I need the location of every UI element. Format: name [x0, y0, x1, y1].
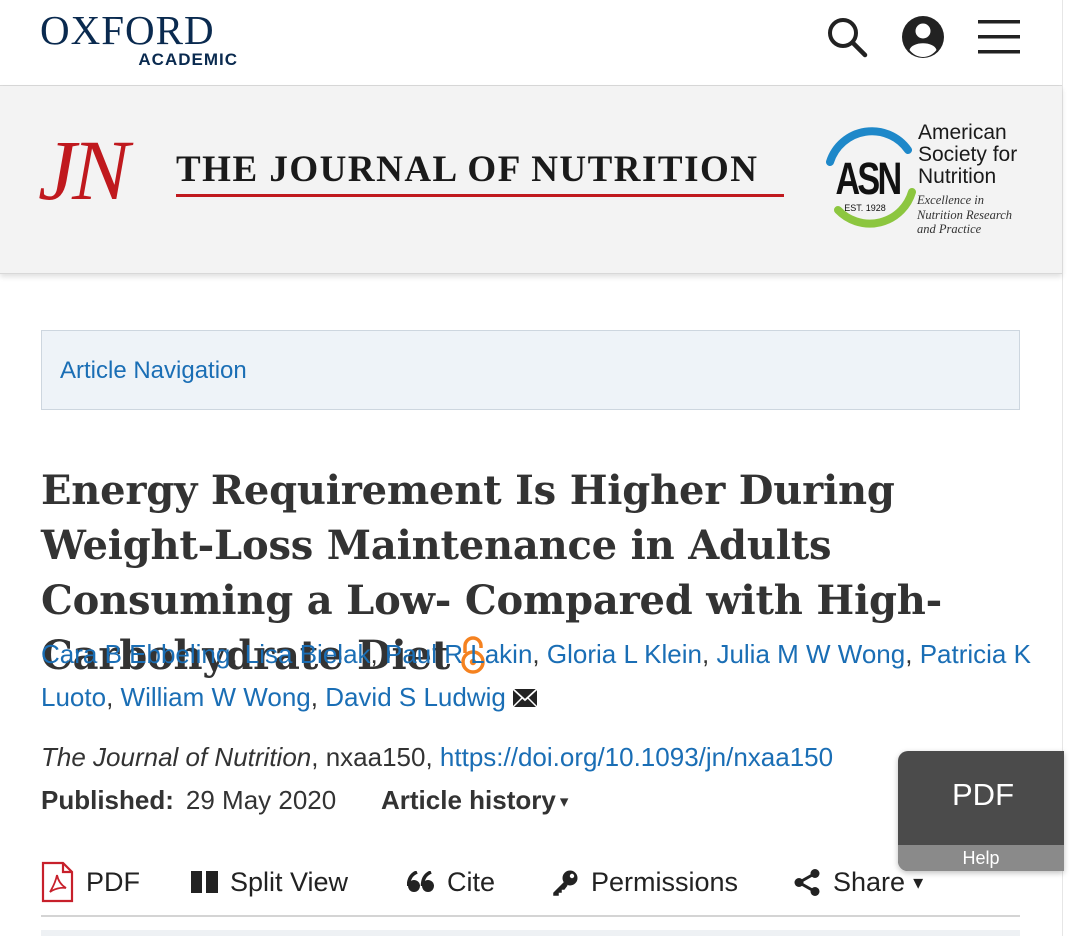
content-band [41, 930, 1020, 936]
author-link[interactable]: Julia M W Wong [716, 639, 906, 669]
cite-button[interactable]: Cite [407, 858, 495, 906]
cite-label: Cite [447, 866, 496, 897]
caret-down-icon: ▾ [559, 792, 569, 811]
society-name: American Society for Nutrition [918, 121, 1018, 188]
floating-pdf-widget[interactable]: PDF Help [898, 751, 1064, 871]
article-history-toggle[interactable]: Article history ▾ [381, 785, 569, 815]
share-button[interactable]: Share ▾ [793, 858, 923, 906]
asn-logo[interactable]: ASN EST. 1928 [818, 122, 918, 232]
journal-name: The Journal of Nutrition [41, 742, 312, 772]
article-title: Energy Requirement Is Higher During Weig… [41, 467, 943, 679]
menu-icon[interactable] [976, 14, 1022, 60]
permissions-button[interactable]: Permissions [552, 858, 738, 906]
permissions-label: Permissions [591, 866, 739, 897]
split-view-icon [191, 871, 218, 893]
author-link[interactable]: Gloria L Klein [546, 639, 702, 669]
pdf-button[interactable]: PDF [41, 858, 140, 906]
article-id: , nxaa150, [311, 742, 440, 772]
key-icon [553, 870, 578, 896]
published-date: 29 May 2020 [185, 785, 337, 815]
journal-title-rule [176, 194, 784, 197]
article-navigation-label[interactable]: Article Navigation [60, 357, 247, 384]
tools-divider [41, 915, 1020, 917]
article-navigation[interactable]: Article Navigation [41, 330, 1020, 410]
site-header: OXFORD ACADEMIC [0, 0, 1062, 86]
author-link[interactable]: Cara B Ebbeling [41, 639, 231, 669]
scrollbar-edge [1062, 0, 1063, 936]
author-link[interactable]: William W Wong [120, 682, 311, 712]
split-view-label: Split View [230, 866, 349, 897]
author-list: Cara B Ebbeling, Lisa Bielak, Paul R Lak… [41, 639, 1031, 712]
share-label: Share [833, 866, 906, 897]
share-icon [794, 868, 820, 896]
asn-est-text: EST. 1928 [844, 203, 886, 213]
floating-pdf-label[interactable]: PDF [952, 777, 1014, 812]
caret-down-icon: ▾ [913, 871, 924, 894]
search-icon[interactable] [824, 14, 870, 60]
society-tagline: Excellence in Nutrition Research and Pra… [917, 193, 1013, 236]
help-button[interactable]: Help [898, 845, 1064, 871]
publication-info: Published: 29 May 2020 Article history ▾ [41, 781, 568, 819]
citation-line: The Journal of Nutrition, nxaa150, https… [41, 738, 833, 776]
journal-title[interactable]: THE JOURNAL OF NUTRITION [176, 149, 759, 190]
doi-link[interactable]: https://doi.org/10.1093/jn/nxaa150 [439, 742, 834, 772]
author-link[interactable]: Lisa Bielak [244, 639, 371, 669]
open-access-icon [461, 636, 485, 674]
pdf-button-label: PDF [86, 866, 140, 897]
academic-wordmark: ACADEMIC [138, 50, 238, 69]
oxford-academic-logo[interactable]: OXFORD ACADEMIC [40, 10, 240, 70]
author-link[interactable]: David S Ludwig [325, 682, 506, 712]
author-link[interactable]: Paul R Lakin [384, 639, 533, 669]
oxford-wordmark: OXFORD [40, 7, 215, 53]
author-link[interactable]: Patricia K Luoto [41, 639, 1031, 712]
journal-banner: JN THE JOURNAL OF NUTRITION ASN EST. 192… [0, 86, 1062, 274]
asn-logo-text: ASN [835, 153, 900, 204]
published-label: Published: [41, 785, 174, 815]
pdf-file-icon [41, 861, 74, 903]
split-view-button[interactable]: Split View [191, 858, 348, 906]
quote-icon [407, 871, 434, 892]
email-icon[interactable] [512, 688, 538, 708]
jn-monogram[interactable]: JN [38, 122, 130, 218]
article-tools: PDF Split View Cite Permissions Share ▾ [41, 858, 1020, 908]
account-icon[interactable] [900, 14, 946, 60]
